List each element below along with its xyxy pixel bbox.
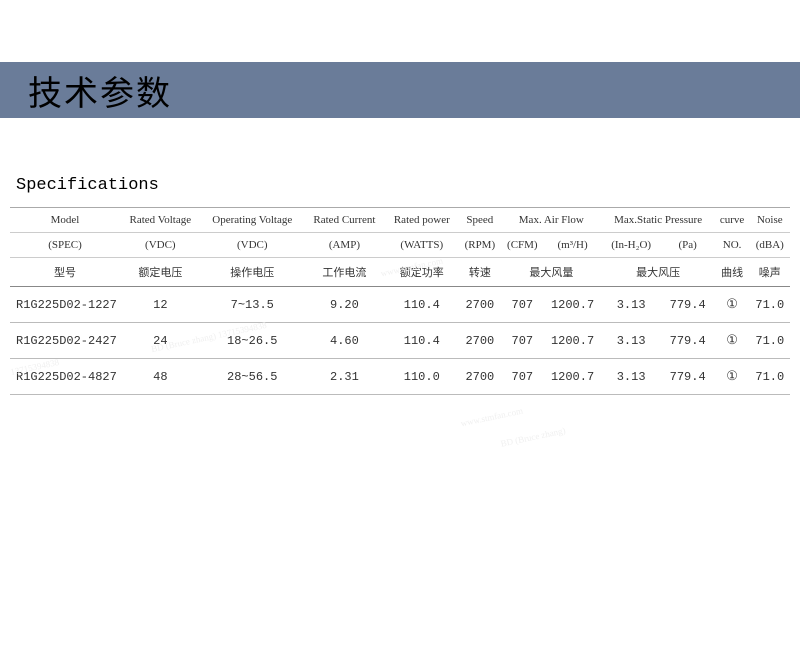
unit-inh2o: (In-H₂O) <box>602 233 661 258</box>
cell-noise: 71.0 <box>750 323 790 359</box>
unit-m3h: (m³/H) <box>544 233 602 258</box>
cell-current: 4.60 <box>304 323 385 359</box>
cell-speed: 2700 <box>459 287 501 323</box>
col-curve: curve <box>715 208 750 233</box>
cell-power: 110.0 <box>385 359 459 395</box>
cell-curve: ① <box>715 359 750 395</box>
cell-cfm: 707 <box>501 287 543 323</box>
cn-power: 额定功率 <box>385 258 459 287</box>
cell-op_v: 18~26.5 <box>201 323 304 359</box>
cell-model: R1G225D02-4827 <box>10 359 120 395</box>
col-noise: Noise <box>750 208 790 233</box>
col-speed: Speed <box>459 208 501 233</box>
cell-rated_v: 24 <box>120 323 201 359</box>
spec-table-container: Model Rated Voltage Operating Voltage Ra… <box>0 207 800 395</box>
cell-pa: 779.4 <box>661 287 715 323</box>
header-row-chinese: 型号 额定电压 操作电压 工作电流 额定功率 转速 最大风量 最大风压 曲线 噪… <box>10 258 790 287</box>
watermark-text: www.stmfan.com <box>460 406 524 429</box>
table-row: R1G225D02-24272418~26.54.60110.427007071… <box>10 323 790 359</box>
header-bar: 技术参数 <box>0 62 800 118</box>
unit-spec: (SPEC) <box>10 233 120 258</box>
unit-dba: (dBA) <box>750 233 790 258</box>
cell-cfm: 707 <box>501 323 543 359</box>
cell-noise: 71.0 <box>750 359 790 395</box>
cell-power: 110.4 <box>385 323 459 359</box>
cell-model: R1G225D02-1227 <box>10 287 120 323</box>
table-row: R1G225D02-1227127~13.59.20110.4270070712… <box>10 287 790 323</box>
cell-model: R1G225D02-2427 <box>10 323 120 359</box>
cn-current: 工作电流 <box>304 258 385 287</box>
unit-no: NO. <box>715 233 750 258</box>
table-row: R1G225D02-48274828~56.52.31110.027007071… <box>10 359 790 395</box>
col-max-static-pressure: Max.Static Pressure <box>602 208 715 233</box>
cell-rated_v: 12 <box>120 287 201 323</box>
section-label: Specifications <box>16 176 800 195</box>
unit-vdc2: (VDC) <box>201 233 304 258</box>
cell-speed: 2700 <box>459 359 501 395</box>
cn-model: 型号 <box>10 258 120 287</box>
col-rated-voltage: Rated Voltage <box>120 208 201 233</box>
cell-cfm: 707 <box>501 359 543 395</box>
col-model: Model <box>10 208 120 233</box>
cell-m3h: 1200.7 <box>544 359 602 395</box>
table-body: R1G225D02-1227127~13.59.20110.4270070712… <box>10 287 790 395</box>
col-rated-current: Rated Current <box>304 208 385 233</box>
cell-curve: ① <box>715 287 750 323</box>
cn-noise: 噪声 <box>750 258 790 287</box>
cell-op_v: 28~56.5 <box>201 359 304 395</box>
cell-pa: 779.4 <box>661 323 715 359</box>
cell-current: 2.31 <box>304 359 385 395</box>
page-title: 技术参数 <box>28 66 172 115</box>
cell-pa: 779.4 <box>661 359 715 395</box>
unit-amp: (AMP) <box>304 233 385 258</box>
cell-current: 9.20 <box>304 287 385 323</box>
header-row-units: (SPEC) (VDC) (VDC) (AMP) (WATTS) (RPM) (… <box>10 233 790 258</box>
cell-m3h: 1200.7 <box>544 323 602 359</box>
unit-pa: (Pa) <box>661 233 715 258</box>
cell-inh2o: 3.13 <box>602 359 661 395</box>
cn-pressure: 最大风压 <box>602 258 715 287</box>
cell-power: 110.4 <box>385 287 459 323</box>
cn-op-v: 操作电压 <box>201 258 304 287</box>
cell-rated_v: 48 <box>120 359 201 395</box>
cn-rated-v: 额定电压 <box>120 258 201 287</box>
unit-cfm: (CFM) <box>501 233 543 258</box>
cell-inh2o: 3.13 <box>602 323 661 359</box>
unit-vdc1: (VDC) <box>120 233 201 258</box>
header-row-labels: Model Rated Voltage Operating Voltage Ra… <box>10 208 790 233</box>
cell-curve: ① <box>715 323 750 359</box>
cn-airflow: 最大风量 <box>501 258 602 287</box>
unit-watts: (WATTS) <box>385 233 459 258</box>
unit-rpm: (RPM) <box>459 233 501 258</box>
col-max-air-flow: Max. Air Flow <box>501 208 602 233</box>
watermark-text: BD (Bruce zhang) <box>500 425 567 449</box>
cell-op_v: 7~13.5 <box>201 287 304 323</box>
col-rated-power: Rated power <box>385 208 459 233</box>
cell-noise: 71.0 <box>750 287 790 323</box>
cell-speed: 2700 <box>459 323 501 359</box>
cell-m3h: 1200.7 <box>544 287 602 323</box>
cn-curve: 曲线 <box>715 258 750 287</box>
spec-table: Model Rated Voltage Operating Voltage Ra… <box>10 207 790 395</box>
col-operating-voltage: Operating Voltage <box>201 208 304 233</box>
cn-speed: 转速 <box>459 258 501 287</box>
cell-inh2o: 3.13 <box>602 287 661 323</box>
